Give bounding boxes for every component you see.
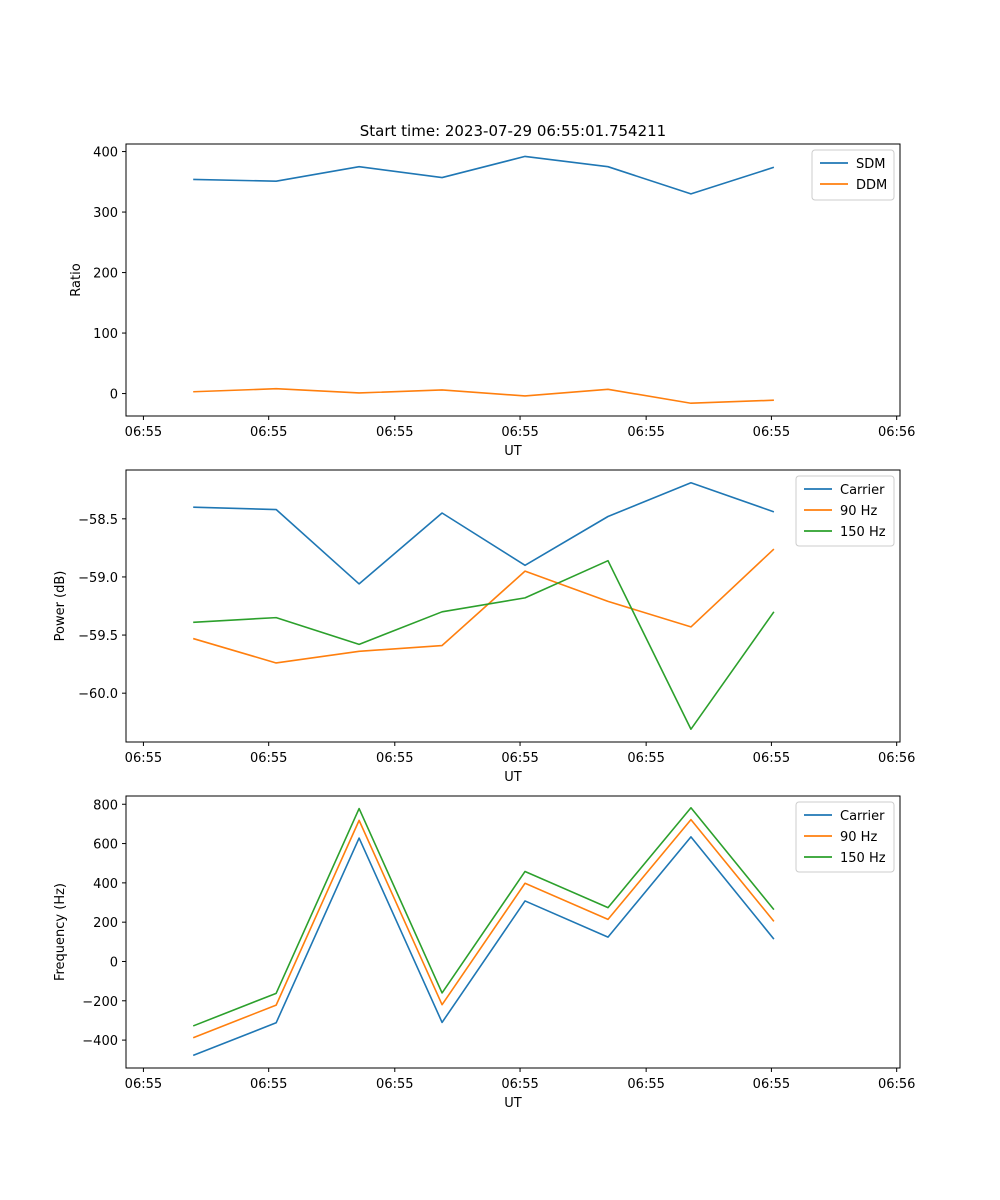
- axes-frame: [125, 469, 901, 743]
- y-tick-label: 200: [93, 267, 118, 282]
- x-tick-label: 06:55: [753, 1077, 790, 1092]
- y-axis-label: Ratio: [69, 263, 84, 296]
- legend-label: 150 Hz: [840, 525, 886, 540]
- series-line-carrier: [192, 836, 775, 1057]
- x-tick-label: 06:55: [250, 1077, 287, 1092]
- x-tick-label: 06:55: [501, 751, 538, 766]
- y-tick-label: 200: [93, 916, 118, 931]
- y-tick-label: 300: [93, 206, 118, 221]
- x-axis-label: UT: [504, 1096, 522, 1111]
- x-tick-label: 06:55: [627, 751, 664, 766]
- series-line-150-hz: [193, 559, 775, 731]
- x-tick-label: 06:55: [501, 425, 538, 440]
- series-line-90-hz: [192, 548, 775, 664]
- y-tick-label: −200: [82, 995, 118, 1010]
- legend: Carrier 90 Hz 150 Hz: [795, 475, 895, 547]
- panel-3: 06:55 06:55 06:55 06:55 06:55 06:55 06:56 800 60…: [53, 795, 915, 1111]
- legend: Carrier 90 Hz 150 Hz: [795, 801, 895, 873]
- x-axis-label: UT: [504, 444, 522, 459]
- x-tick-label: 06:55: [376, 1077, 413, 1092]
- x-tick-label: 06:55: [125, 751, 162, 766]
- panels: 06:55 06:55 06:55 06:55 06:55 06:55 06:56 0 100 2…: [53, 143, 915, 1111]
- legend-label: Carrier: [840, 809, 885, 824]
- y-tick-label: 400: [93, 877, 118, 892]
- y-tick-label: 0: [110, 955, 118, 970]
- legend-frame: [795, 475, 895, 547]
- x-axis-label: UT: [504, 770, 522, 785]
- y-tick-label: 400: [93, 146, 118, 161]
- x-tick-label: 06:56: [878, 425, 915, 440]
- series-line-90-hz: [192, 818, 775, 1039]
- legend-label: 90 Hz: [840, 830, 877, 845]
- x-tick-label: 06:55: [250, 751, 287, 766]
- x-tick-label: 06:55: [125, 425, 162, 440]
- y-tick-label: −59.0: [78, 571, 118, 586]
- legend-label: DDM: [856, 178, 887, 193]
- x-tick-label: 06:55: [627, 1077, 664, 1092]
- y-axis-label: Power (dB): [53, 571, 68, 642]
- y-tick-label: 800: [93, 798, 118, 813]
- panel-1: 06:55 06:55 06:55 06:55 06:55 06:55 06:56 0 100 2…: [69, 143, 915, 459]
- series-line-150-hz: [192, 806, 775, 1027]
- x-tick-label: 06:55: [501, 1077, 538, 1092]
- series-line-sdm: [193, 155, 775, 195]
- x-tick-label: 06:56: [878, 751, 915, 766]
- x-tick-label: 06:55: [627, 425, 664, 440]
- y-axis-label: Frequency (Hz): [53, 883, 68, 981]
- axes-frame: [125, 795, 901, 1069]
- legend-frame: [795, 801, 895, 873]
- y-tick-label: 600: [93, 838, 118, 853]
- x-tick-label: 06:55: [376, 751, 413, 766]
- legend-label: 90 Hz: [840, 504, 877, 519]
- axes-frame: [125, 143, 901, 417]
- legend-label: Carrier: [840, 483, 885, 498]
- y-tick-label: −400: [82, 1034, 118, 1049]
- legend-label: 150 Hz: [840, 851, 886, 866]
- y-tick-label: −58.5: [78, 513, 118, 528]
- x-tick-label: 06:55: [753, 751, 790, 766]
- y-tick-label: −59.5: [78, 629, 118, 644]
- x-tick-label: 06:55: [376, 425, 413, 440]
- x-tick-label: 06:55: [125, 1077, 162, 1092]
- y-tick-label: −60.0: [78, 687, 118, 702]
- y-tick-label: 100: [93, 327, 118, 342]
- y-tick-label: 0: [110, 388, 118, 403]
- legend: SDM DDM: [811, 149, 895, 201]
- figure-title: Start time: 2023-07-29 06:55:01.754211: [360, 122, 666, 140]
- legend-label: SDM: [856, 157, 885, 172]
- panel-2: 06:55 06:55 06:55 06:55 06:55 06:55 06:56 −58.5…: [53, 469, 915, 785]
- x-tick-label: 06:56: [878, 1077, 915, 1092]
- series-line-carrier: [193, 481, 775, 585]
- x-tick-label: 06:55: [250, 425, 287, 440]
- series-line-ddm: [193, 387, 774, 405]
- x-tick-label: 06:55: [753, 425, 790, 440]
